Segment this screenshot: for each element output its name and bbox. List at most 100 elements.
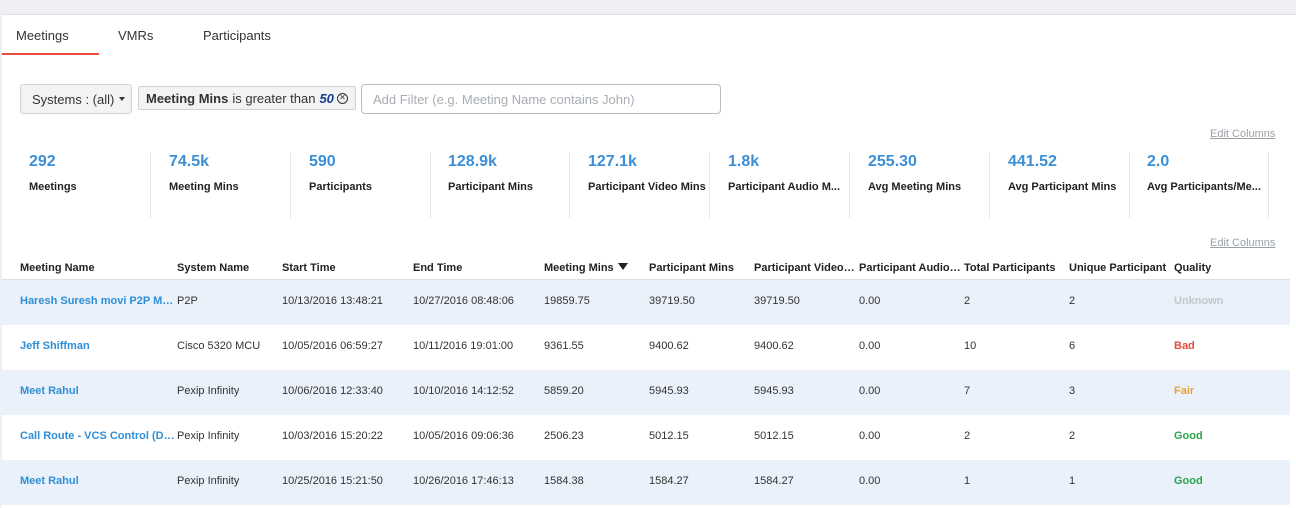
filter-chip[interactable]: Meeting Mins is greater than 50 ✕ [138, 86, 356, 110]
table-row[interactable]: Haresh Suresh movi P2P Meet... P2P 10/13/2… [2, 280, 1290, 325]
stat-value: 441.52 [1008, 153, 1057, 170]
edit-columns-stats-link[interactable]: Edit Columns [1210, 128, 1276, 140]
unique-participant-cell: 3 [1069, 385, 1076, 397]
col-start-time-header[interactable]: Start Time [282, 262, 336, 274]
stat-card: 255.30 Avg Meeting Mins [868, 153, 991, 218]
end-time-cell: 10/10/2016 14:12:52 [413, 385, 514, 397]
column-header-label: Start Time [282, 262, 336, 274]
table-row[interactable]: Meet Rahul Pexip Infinity 10/06/2016 12:33… [2, 370, 1290, 415]
systems-dropdown[interactable]: Systems : (all) [20, 84, 132, 114]
end-time-cell: 10/11/2016 19:01:00 [413, 340, 514, 352]
meeting-mins-cell: 5859.20 [544, 385, 584, 397]
table-row[interactable]: Jeff Shiffman Cisco 5320 MCU 10/05/2016 06… [2, 325, 1290, 370]
stat-divider [849, 153, 850, 218]
col-participant-mins-header[interactable]: Participant Mins [649, 262, 734, 274]
col-participant-video-mins-header[interactable]: Participant Video M... [754, 262, 856, 274]
audio-mins-cell: 0.00 [859, 340, 881, 352]
meeting-name-cell[interactable]: Jeff Shiffman [20, 340, 90, 352]
video-mins-cell: 1584.27 [754, 475, 794, 487]
column-header-label: Participant Audio M... [859, 262, 962, 274]
start-time-cell: 10/25/2016 15:21:50 [282, 475, 383, 487]
meeting-name-cell[interactable]: Meet Rahul [20, 475, 79, 487]
stat-divider [989, 153, 990, 218]
unique-participant-cell: 2 [1069, 430, 1076, 442]
sort-descending-icon [617, 263, 628, 270]
table-row[interactable]: Meet Rahul Pexip Infinity 10/25/2016 15:21… [2, 460, 1290, 505]
start-time-cell: 10/05/2016 06:59:27 [282, 340, 383, 352]
summary-stats: 292 Meetings 74.5k Meeting Mins 590 Participa… [2, 148, 1282, 218]
system-name-cell: Pexip Infinity [177, 385, 240, 397]
remove-filter-icon[interactable]: ✕ [336, 92, 348, 104]
video-mins-cell: 9400.62 [754, 340, 794, 352]
quality-badge: Good [1174, 430, 1203, 442]
tab-participants[interactable]: Participants [203, 28, 271, 43]
col-participant-audio-mins-header[interactable]: Participant Audio M... [859, 262, 962, 274]
audio-mins-cell: 0.00 [859, 475, 881, 487]
system-name-cell: Cisco 5320 MCU [177, 340, 261, 352]
audio-mins-cell: 0.00 [859, 295, 881, 307]
meeting-name-cell[interactable]: Call Route - VCS Control (Dev)... [20, 430, 175, 442]
stat-value: 74.5k [169, 153, 210, 170]
stat-card: 127.1k Participant Video Mins [588, 153, 711, 218]
col-end-time-header[interactable]: End Time [413, 262, 462, 274]
col-system-name-header[interactable]: System Name [177, 262, 249, 274]
stat-value: 1.8k [728, 153, 760, 170]
col-meeting-name-header[interactable]: Meeting Name [20, 262, 95, 274]
meeting-name-cell[interactable]: Haresh Suresh movi P2P Meet... [20, 295, 175, 307]
meeting-mins-cell: 19859.75 [544, 295, 590, 307]
stat-label: Meetings [29, 181, 77, 193]
edit-columns-table-link[interactable]: Edit Columns [1210, 237, 1276, 249]
column-header-label: Quality [1174, 262, 1212, 274]
stat-label: Avg Participant Mins [1008, 181, 1117, 193]
stat-divider [150, 153, 151, 218]
stat-card: 1.8k Participant Audio M... [728, 153, 851, 218]
column-header-label: End Time [413, 262, 463, 274]
stat-label: Participant Video Mins [588, 181, 706, 193]
stat-value: 255.30 [868, 153, 917, 170]
stat-divider [290, 153, 291, 218]
systems-dropdown-label: Systems : (all) [32, 91, 115, 107]
meeting-mins-cell: 1584.38 [544, 475, 584, 487]
start-time-cell: 10/03/2016 15:20:22 [282, 430, 383, 442]
filter-chip-field: Meeting Mins [146, 90, 229, 106]
col-total-participants-header[interactable]: Total Participants [964, 262, 1055, 274]
stat-divider [569, 153, 570, 218]
stat-value: 128.9k [448, 153, 497, 170]
system-name-cell: Pexip Infinity [177, 475, 240, 487]
stat-divider [709, 153, 710, 218]
stat-value: 292 [29, 153, 56, 170]
table-body: Haresh Suresh movi P2P Meet... P2P 10/13/2… [2, 280, 1290, 505]
stat-card: 2.0 Avg Participants/Me... [1147, 153, 1270, 218]
stat-label: Meeting Mins [169, 181, 239, 193]
column-header-label: Total Participants [964, 262, 1056, 274]
audio-mins-cell: 0.00 [859, 385, 881, 397]
stat-divider [430, 153, 431, 218]
tab-vmrs[interactable]: VMRs [118, 28, 154, 43]
active-tab-indicator [2, 53, 99, 55]
total-participants-cell: 7 [964, 385, 971, 397]
col-meeting-mins-header[interactable]: Meeting Mins [544, 262, 628, 274]
column-header-label: Participant Mins [649, 262, 734, 274]
stat-label: Participants [309, 181, 372, 193]
tab-meetings[interactable]: Meetings [16, 28, 69, 43]
total-participants-cell: 2 [964, 430, 971, 442]
col-quality-header[interactable]: Quality [1174, 262, 1211, 274]
video-mins-cell: 5945.93 [754, 385, 794, 397]
col-unique-participant-header[interactable]: Unique Participant [1069, 262, 1166, 274]
stat-card: 74.5k Meeting Mins [169, 153, 292, 218]
participant-mins-cell: 5012.15 [649, 430, 689, 442]
filter-chip-value: 50 [319, 90, 334, 106]
add-filter-input[interactable] [361, 84, 721, 114]
system-name-cell: Pexip Infinity [177, 430, 240, 442]
stat-label: Participant Audio M... [728, 181, 841, 193]
table-row[interactable]: Call Route - VCS Control (Dev)... Pexip I… [2, 415, 1290, 460]
unique-participant-cell: 6 [1069, 340, 1076, 352]
participant-mins-cell: 1584.27 [649, 475, 689, 487]
column-header-label: Unique Participant [1069, 262, 1167, 274]
participant-mins-cell: 5945.93 [649, 385, 689, 397]
unique-participant-cell: 2 [1069, 295, 1076, 307]
stat-divider [1129, 153, 1130, 218]
end-time-cell: 10/05/2016 09:06:36 [413, 430, 514, 442]
total-participants-cell: 10 [964, 340, 977, 352]
meeting-name-cell[interactable]: Meet Rahul [20, 385, 79, 397]
